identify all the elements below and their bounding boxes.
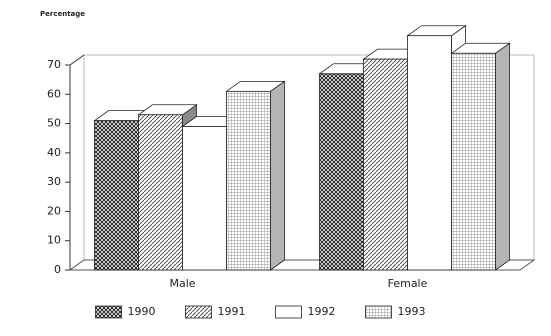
legend-label: 1991 <box>218 305 246 318</box>
legend-swatch <box>95 305 122 319</box>
legend-swatch <box>185 305 212 319</box>
bar <box>94 120 139 271</box>
y-tick-label: 10 <box>47 234 61 247</box>
y-tick-label: 30 <box>47 175 61 188</box>
bar-side <box>495 42 510 271</box>
bar <box>226 90 271 271</box>
x-tick-label: Female <box>388 277 428 290</box>
bar <box>182 126 227 271</box>
x-tick-label: Male <box>169 277 195 290</box>
legend-label: 1990 <box>128 305 156 318</box>
bar <box>451 52 496 271</box>
legend-swatch <box>365 305 392 319</box>
legend-swatch <box>275 305 302 319</box>
y-axis-depth <box>69 54 85 66</box>
y-tick-label: 40 <box>47 146 61 159</box>
bar-side <box>270 80 285 271</box>
legend-label: 1993 <box>398 305 426 318</box>
bar <box>319 73 364 271</box>
y-tick-label: 70 <box>47 58 61 71</box>
legend-label: 1992 <box>308 305 336 318</box>
y-tick-label: 50 <box>47 117 61 130</box>
y-tick-label: 20 <box>47 204 61 217</box>
y-axis-label: Percentage <box>40 10 85 18</box>
bar <box>363 58 408 271</box>
bar <box>138 114 183 271</box>
bar <box>407 35 452 271</box>
y-tick-label: 60 <box>47 87 61 100</box>
y-tick-label: 0 <box>54 263 61 276</box>
